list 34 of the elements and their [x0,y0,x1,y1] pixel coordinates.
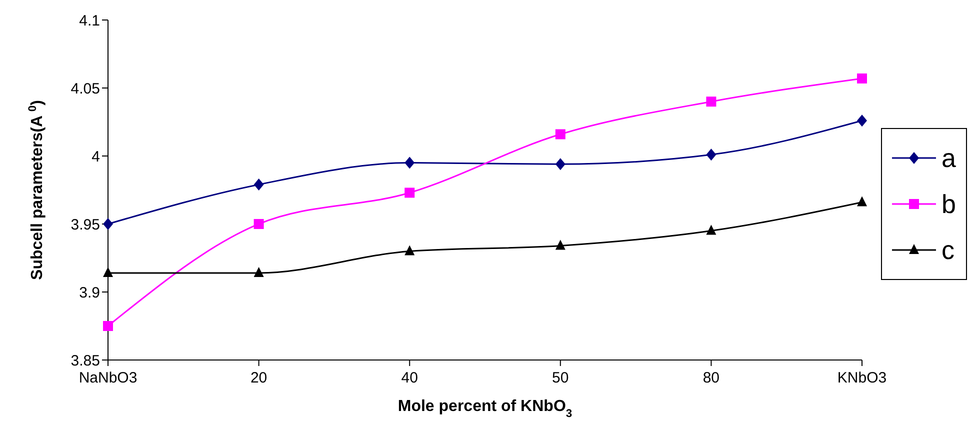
x-tick-label: KNbO3 [837,370,887,387]
y-tick-label: 4 [92,148,100,166]
point [857,114,867,127]
y-tick-label: 4.05 [70,80,100,98]
legend-label: c [942,234,955,266]
legend-label: b [942,188,956,220]
point [404,156,415,169]
point [254,219,264,229]
point [404,188,415,198]
point [103,266,113,277]
point [555,158,566,170]
point [555,129,566,140]
y-tick-label: 4.1 [79,12,100,30]
point [857,196,867,206]
y-tick-label: 3.85 [70,352,100,370]
point [706,224,716,235]
x-tick-label: 40 [401,370,418,387]
point [404,245,415,256]
point [555,240,566,250]
point [254,266,264,277]
point [857,73,867,84]
point [103,218,113,230]
x-tick-label: 50 [552,370,569,387]
x-tick-label: NaNbO3 [78,370,138,387]
point [254,178,264,191]
y-tick-label: 3.95 [70,216,100,234]
x-tick-label: 20 [250,370,268,387]
point [706,96,716,107]
x-axis-title: Mole percent of KNbO$_{3}$ [398,398,572,420]
y-tick-label: 3.9 [79,284,100,302]
legend-label: a [942,142,956,174]
x-tick-label: 80 [702,370,720,387]
point [706,148,716,161]
point [103,321,113,331]
